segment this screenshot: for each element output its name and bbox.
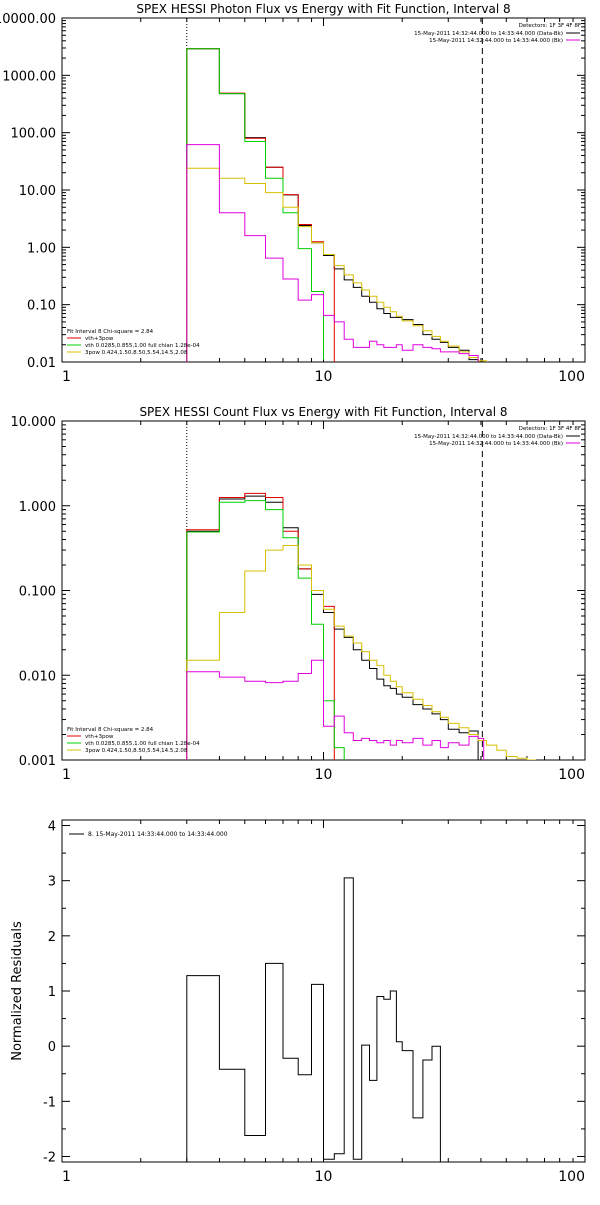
panel-2-xtick-label: 100	[558, 1169, 585, 1185]
panel-1-legend-header: Fit Interval 8 Chi-square = 2.84	[67, 727, 154, 733]
panel-1-xtick-label: 10	[315, 767, 333, 783]
panel-0-series-2	[186, 48, 324, 362]
panel-2-ytick-label: 4	[48, 820, 56, 835]
panel-1-ytick-label: 0.001	[19, 754, 56, 769]
panel-0-series-4	[186, 144, 479, 362]
panel-1-series-1	[186, 492, 335, 760]
panel-0-legend-label-2: 3pow 0.424,1.50,8.50,5.54,14.5,2.08	[85, 350, 188, 356]
panel-0-xtick-label: 1	[62, 369, 71, 385]
panel-1-legend-label-1: vth 0.0285,0.855,1.00 full chian 1.28e-0…	[85, 741, 200, 747]
panel-0-title: SPEX HESSI Photon Flux vs Energy with Fi…	[136, 2, 510, 16]
panel-0-series-3	[186, 167, 487, 362]
panel-0-legend-label-1: vth 0.0285,0.855,1.00 full chian 1.28e-0…	[85, 343, 200, 349]
panel-0-detectors: Detectors: 1F 3F 4F 8F	[519, 23, 581, 29]
panel-1-legend-label-0: vth+3pow	[85, 734, 114, 740]
panel-0-legend-label-0: vth+3pow	[85, 336, 114, 342]
panel-0-ytick-label: 0.10	[27, 299, 56, 314]
panel-0-time-0: 15-May-2011 14:32:44.000 to 14:33:44.000…	[414, 31, 563, 37]
panel-2-xtick-label: 1	[62, 1169, 71, 1185]
panel-2-series-0	[186, 877, 441, 1162]
panel-1-ytick-label: 0.010	[19, 669, 56, 684]
panel-0-time-1: 15-May-2011 14:32:44.000 to 14:33:44.000…	[429, 38, 563, 44]
panel-2-ytick-label: 2	[48, 930, 56, 945]
panel-0-xtick-label: 10	[315, 369, 333, 385]
panel-0-ytick-label: 100.00	[11, 127, 57, 142]
panel-2-ylabel: Normalized Residuals	[10, 921, 25, 1061]
panel-1-ytick-label: 1.000	[19, 500, 56, 515]
panel-0-series-1	[186, 48, 335, 362]
panel-1-series-4	[186, 659, 485, 760]
panel-1-ytick-label: 10.000	[11, 415, 57, 430]
panel-1-xtick-label: 1	[62, 767, 71, 783]
panel-1-detectors: Detectors: 1F 3F 4F 8F	[519, 426, 581, 432]
panel-2-ytick-label: 3	[48, 875, 56, 890]
panel-1-ytick-label: 0.100	[19, 585, 56, 600]
panel-1-legend-label-2: 3pow 0.424,1.50,8.50,5.54,14.5,2.08	[85, 748, 188, 754]
panel-1-title: SPEX HESSI Count Flux vs Energy with Fit…	[139, 405, 507, 419]
panel-1-time-1: 15-May-2011 14:32:44.000 to 14:33:44.000…	[429, 441, 563, 447]
panel-0-ytick-label: 1.00	[27, 241, 56, 256]
panel-0-ytick-label: 10.00	[19, 184, 56, 199]
panel-2-ytick-label: 1	[48, 985, 56, 1000]
panel-2-ytick-label: -2	[43, 1150, 56, 1165]
panel-2-ytick-label: -1	[43, 1095, 56, 1110]
panel-0-xtick-label: 100	[558, 369, 585, 385]
panel-0-ytick-label: 1000.00	[2, 69, 56, 84]
panel-1-xtick-label: 100	[558, 767, 585, 783]
panel-2-legend-label-0: 8. 15-May-2011 14:33:44.000 to 14:33:44.…	[88, 831, 228, 838]
panel-0-legend-header: Fit Interval 8 Chi-square = 2.84	[67, 329, 154, 335]
panel-0-ytick-label: 0.01	[27, 356, 56, 371]
panel-1-series-0	[186, 495, 479, 760]
panel-0-ytick-label: 10000.00	[0, 12, 56, 27]
panel-2-xtick-label: 10	[315, 1169, 333, 1185]
panel-2-ytick-label: 0	[48, 1040, 56, 1055]
panel-1-time-0: 15-May-2011 14:32:44.000 to 14:33:44.000…	[414, 434, 563, 440]
panel-1-series-2	[186, 500, 345, 760]
